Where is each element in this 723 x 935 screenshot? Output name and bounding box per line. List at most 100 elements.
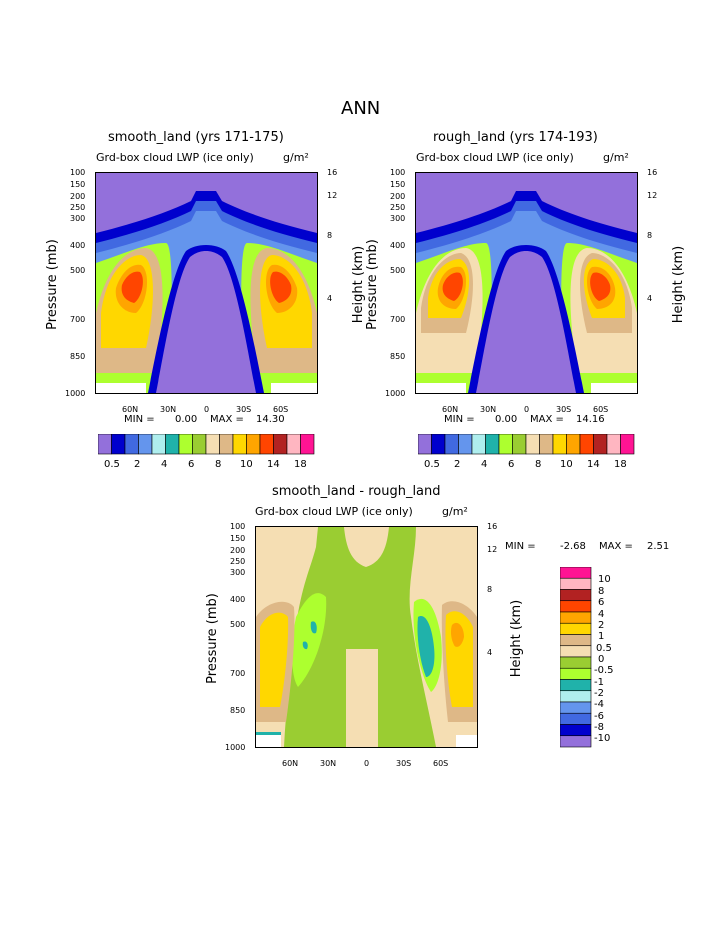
panel1-min-label: MIN =: [124, 414, 155, 425]
panel1-xtick-60n: 60N: [122, 405, 139, 414]
panel3-colorbar-swatch-10: [560, 667, 592, 680]
panel3-units: g/m²: [442, 505, 468, 518]
panel2-ytick-700: 700: [390, 315, 406, 324]
panel1-ytick-400: 400: [70, 241, 86, 250]
panel1-colorbar-swatch-13: [259, 434, 274, 455]
panel1-subtitle: Grd-box cloud LWP (ice only): [96, 151, 254, 164]
panel3-ytick-1000: 1000: [225, 743, 246, 752]
panel2-colorbar-swatch-11: [552, 434, 567, 455]
panel3-xtick-30n: 30N: [320, 759, 337, 768]
panel3-cb-label-5: 2: [598, 620, 605, 631]
panel3-colorbar-swatch-13: [560, 701, 592, 714]
panel2-contours: [416, 173, 637, 393]
panel2-colorbar-swatch-6: [485, 434, 500, 455]
panel1-ytick-100: 100: [70, 168, 86, 177]
panel2-cb-label-7: 14: [587, 459, 600, 470]
panel1-contours: [96, 173, 317, 393]
panel3-cb-label-14: -8: [594, 722, 604, 733]
panel1-max-label: MAX =: [210, 414, 244, 425]
panel2-cb-label-3: 4: [481, 459, 488, 470]
panel3-colorbar-swatch-11: [560, 679, 592, 692]
panel2-xtick-30s: 30S: [556, 405, 572, 414]
panel2-colorbar-swatch-5: [471, 434, 486, 455]
panel2-ytick-1000: 1000: [385, 389, 406, 398]
panel3-colorbar-swatch-12: [560, 690, 592, 703]
panel1-xtick-30n: 30N: [160, 405, 177, 414]
panel3-y2tick-4: 4: [487, 648, 493, 657]
panel3-colorbar-swatch-6: [560, 622, 592, 635]
panel2-colorbar-swatch-8: [512, 434, 527, 455]
panel1-y2tick-16: 16: [327, 168, 338, 177]
panel3-cb-label-6: 1: [598, 631, 605, 642]
panel2-cb-label-1: 0.5: [424, 459, 440, 470]
panel2-subtitle: Grd-box cloud LWP (ice only): [416, 151, 574, 164]
panel2-min-label: MIN =: [444, 414, 475, 425]
panel3-min-value: -2.68: [560, 541, 586, 552]
panel3-xtick-60n: 60N: [282, 759, 299, 768]
panel3-colorbar-swatch-2: [560, 577, 592, 590]
panel3-cb-label-7: 0.5: [596, 643, 612, 654]
panel2-max-label: MAX =: [530, 414, 564, 425]
panel2-max-value: 14.16: [576, 414, 605, 425]
panel1-cb-label-5: 8: [215, 459, 222, 470]
panel3-ytick-500: 500: [230, 620, 246, 629]
panel1-ytick-500: 500: [70, 266, 86, 275]
panel3-subtitle: Grd-box cloud LWP (ice only): [255, 505, 413, 518]
panel3-plot: [255, 526, 478, 748]
panel2-cb-label-4: 6: [508, 459, 515, 470]
panel3-ytick-200: 200: [230, 546, 246, 555]
panel1-ytick-200: 200: [70, 192, 86, 201]
panel2-cb-label-8: 18: [614, 459, 627, 470]
panel3-ytick-400: 400: [230, 595, 246, 604]
panel1-max-value: 14.30: [256, 414, 285, 425]
panel2-colorbar-swatch-12: [566, 434, 581, 455]
panel1-xtick-30s: 30S: [236, 405, 252, 414]
panel1-y2tick-8: 8: [327, 231, 333, 240]
panel1-ylabel: Pressure (mb): [44, 239, 60, 330]
panel2-colorbar-swatch-15: [606, 434, 621, 455]
panel3-xtick-60s: 60S: [433, 759, 449, 768]
panel3-min-label: MIN =: [505, 541, 536, 552]
panel3-colorbar-swatch-5: [560, 611, 592, 624]
panel3-ytick-250: 250: [230, 557, 246, 566]
panel3-cb-label-13: -6: [594, 711, 604, 722]
panel2-colorbar: [418, 434, 635, 455]
panel3-cb-label-3: 6: [598, 597, 605, 608]
panel3-max-value: 2.51: [647, 541, 670, 552]
panel2-plot: [415, 172, 638, 394]
panel3-cb-label-10: -1: [594, 677, 604, 688]
panel1-colorbar-swatch-15: [286, 434, 301, 455]
panel1-colorbar-swatch-12: [246, 434, 261, 455]
panel2-ylabel: Pressure (mb): [364, 239, 380, 330]
panel1-ytick-250: 250: [70, 203, 86, 212]
panel3-colorbar-swatch-15: [560, 724, 592, 737]
panel1-colorbar: [98, 434, 315, 455]
panel3-colorbar: [560, 567, 592, 748]
panel2-title: rough_land (yrs 174-193): [433, 130, 598, 145]
panel3-cb-label-9: -0.5: [594, 665, 614, 676]
panel2-colorbar-swatch-3: [444, 434, 459, 455]
panel3-cb-label-2: 8: [598, 586, 605, 597]
panel2-units: g/m²: [603, 151, 629, 164]
panel2-ytick-300: 300: [390, 214, 406, 223]
panel2-colorbar-swatch-2: [431, 434, 446, 455]
panel2-ytick-850: 850: [390, 352, 406, 361]
panel2-ytick-250: 250: [390, 203, 406, 212]
panel1-plot: [95, 172, 318, 394]
panel1-ytick-1000: 1000: [65, 389, 86, 398]
panel2-xtick-30n: 30N: [480, 405, 497, 414]
page-title: ANN: [341, 98, 381, 119]
panel1-cb-label-1: 0.5: [104, 459, 120, 470]
panel3-colorbar-swatch-4: [560, 600, 592, 613]
panel3-cb-label-1: 10: [598, 574, 611, 585]
panel3-colorbar-swatch-7: [560, 634, 592, 647]
panel3-colorbar-swatch-1: [560, 567, 592, 579]
panel3-y2tick-16: 16: [487, 522, 498, 531]
panel2-ytick-500: 500: [390, 266, 406, 275]
panel2-colorbar-swatch-10: [539, 434, 554, 455]
panel2-ytick-200: 200: [390, 192, 406, 201]
panel3-ytick-100: 100: [230, 522, 246, 531]
panel1-cb-label-4: 6: [188, 459, 195, 470]
panel3-title: smooth_land - rough_land: [272, 484, 441, 499]
panel1-cb-label-7: 14: [267, 459, 280, 470]
